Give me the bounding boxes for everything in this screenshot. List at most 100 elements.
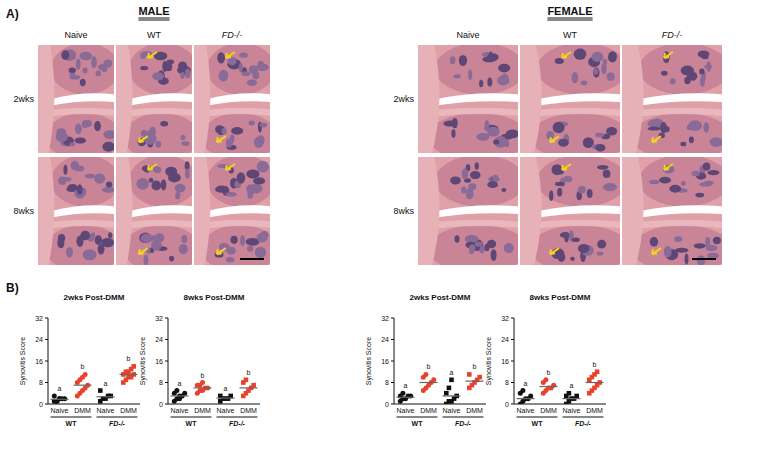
data-point <box>108 394 113 399</box>
significance-letter: b <box>127 355 131 362</box>
histology-image <box>116 157 192 265</box>
marrow <box>161 179 166 190</box>
marrow <box>578 186 586 194</box>
marrow <box>594 68 599 74</box>
group-label: WT <box>66 420 78 427</box>
plot-area <box>171 378 258 404</box>
tick <box>165 361 168 362</box>
significance-letter: a <box>404 382 408 389</box>
arrow <box>562 52 571 58</box>
group-label: WT <box>412 420 424 427</box>
tick-label: 16 <box>155 358 163 365</box>
synovium <box>194 157 210 265</box>
marrow <box>451 129 455 138</box>
mean-line <box>420 382 438 383</box>
bone <box>51 157 114 207</box>
marrow <box>572 72 579 83</box>
marrow <box>680 142 686 147</box>
cartilage <box>642 108 722 117</box>
significance-letter: b <box>547 369 551 376</box>
marrow <box>587 189 593 198</box>
marrow <box>688 120 702 131</box>
marrow <box>257 61 263 67</box>
significance-letter: a <box>524 380 528 387</box>
histology-image <box>520 45 620 153</box>
tick-label: 8 <box>385 379 389 386</box>
tick <box>511 339 514 340</box>
synovium <box>38 45 54 153</box>
marrow <box>661 71 668 76</box>
arrow <box>139 136 148 142</box>
marrow <box>506 130 518 139</box>
synovium <box>38 157 54 265</box>
marrow <box>713 237 721 244</box>
mean-line <box>443 395 461 396</box>
column-header: Naive <box>456 30 479 40</box>
group-line <box>397 417 438 418</box>
marrow <box>675 248 688 253</box>
marrow <box>710 137 722 147</box>
marrow <box>452 118 458 128</box>
marrow <box>225 192 237 197</box>
group-line <box>517 417 558 418</box>
tick-label: 32 <box>155 315 163 322</box>
mean-line <box>51 399 69 400</box>
marrow <box>58 176 66 184</box>
joint-space <box>538 205 620 217</box>
marrow <box>704 65 712 69</box>
marrow <box>468 69 472 80</box>
chart-title: 2wks Post-DMM <box>64 293 125 302</box>
tick <box>45 404 48 405</box>
marrow <box>162 61 167 72</box>
cartilage <box>53 220 114 229</box>
marrow <box>476 133 489 141</box>
marrow <box>461 187 466 194</box>
marrow <box>63 165 67 175</box>
data-point <box>98 388 103 393</box>
significance-letter: b <box>473 363 477 370</box>
marrow <box>607 73 615 81</box>
tick <box>391 361 394 362</box>
histology-image <box>418 157 518 265</box>
arrow <box>217 248 226 254</box>
tick-label: 24 <box>381 336 389 343</box>
axis-title: Synovitis Score <box>365 337 373 385</box>
marrow <box>181 235 187 243</box>
scale-bar <box>240 258 264 260</box>
marrow <box>660 122 667 133</box>
bone <box>435 157 518 207</box>
marrow <box>555 182 565 186</box>
marrow <box>487 181 498 188</box>
marrow <box>608 51 617 62</box>
marrow <box>82 120 89 128</box>
marrow <box>558 253 566 262</box>
marrow <box>462 168 469 179</box>
axis-title: Synovitis Score <box>19 337 27 385</box>
significance-letter: b <box>427 363 431 370</box>
marrow <box>241 71 250 76</box>
marrow <box>77 184 83 194</box>
marrow <box>67 184 77 191</box>
marrow <box>558 139 569 147</box>
tick-label: 32 <box>381 315 389 322</box>
significance-letter: b <box>593 361 597 368</box>
bone <box>428 113 518 153</box>
bone <box>530 113 620 153</box>
bone <box>530 225 620 265</box>
cartilage <box>131 220 192 229</box>
sex-title: MALE <box>138 5 169 17</box>
tick-label: 16 <box>381 358 389 365</box>
histology-image <box>520 157 620 265</box>
marrow <box>140 52 146 58</box>
tick-label: 0 <box>159 401 163 408</box>
marrow <box>180 72 185 79</box>
background <box>0 0 763 457</box>
joint-space <box>130 205 192 217</box>
mean-line <box>217 397 235 398</box>
marrow <box>76 236 83 247</box>
joint-space <box>130 93 192 105</box>
mean-line <box>563 398 581 399</box>
marrow <box>707 253 719 259</box>
marrow <box>578 49 584 60</box>
marrow <box>168 173 181 183</box>
